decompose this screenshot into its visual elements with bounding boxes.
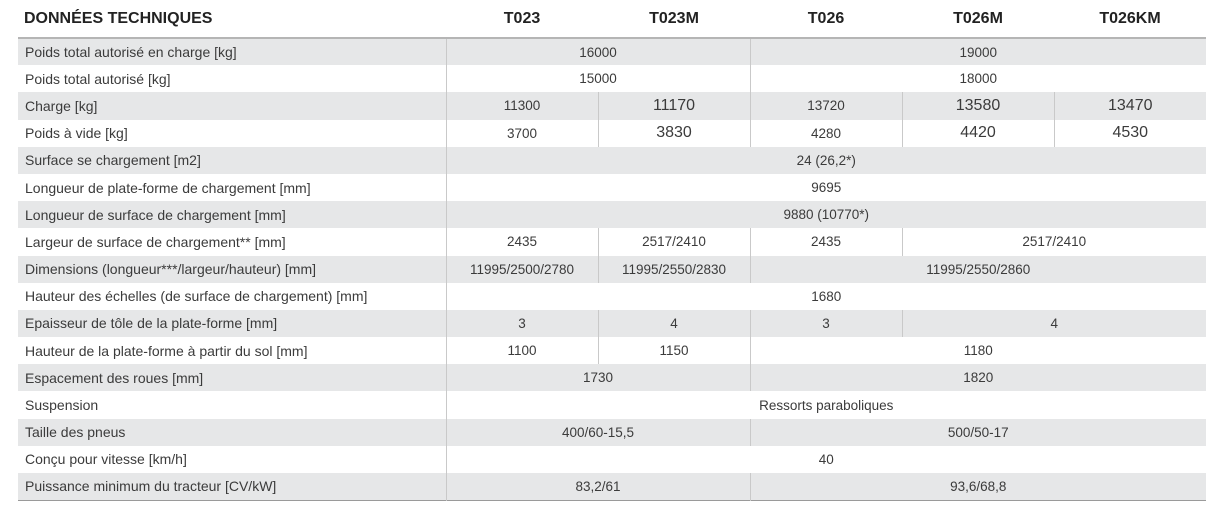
table-row: Poids à vide [kg] 3700 3830 4280 4420 4530 — [18, 119, 1206, 147]
table-row: Puissance minimum du tracteur [CV/kW] 83,… — [18, 473, 1206, 501]
value-cell: 3 — [445, 309, 598, 338]
value-cell: Ressorts paraboliques — [445, 391, 1206, 419]
value-cell: 1820 — [749, 364, 1206, 392]
value-cell: 1150 — [597, 337, 750, 365]
value-cell: 11995/2550/2830 — [597, 255, 750, 283]
value-cell: 400/60-15,5 — [445, 418, 750, 446]
table-row: Longueur de plate-forme de chargement [m… — [18, 173, 1206, 202]
header-row: DONNÉES TECHNIQUES T023 T023M T026 T026M T02… — [18, 0, 1206, 38]
column-header-t026m: T026M — [953, 9, 1003, 27]
table-row: Dimensions (longueur***/largeur/hauteur)… — [18, 255, 1206, 283]
value-cell: 16000 — [445, 38, 750, 66]
value-cell: 19000 — [749, 38, 1206, 66]
table-title: DONNÉES TECHNIQUES — [24, 9, 213, 27]
value-cell: 2435 — [445, 228, 598, 256]
value-cell: 1180 — [749, 337, 1206, 365]
row-label: Surface se chargement [m2] — [25, 152, 201, 169]
value-cell: 1680 — [445, 282, 1206, 310]
technical-data-table-container: DONNÉES TECHNIQUES T023 T023M T026 T026M T02… — [18, 0, 1206, 501]
row-label: Hauteur des échelles (de surface de char… — [25, 288, 368, 305]
row-label: Espacement des roues [mm] — [25, 369, 204, 386]
table-row: Hauteur de la plate-forme à partir du so… — [18, 337, 1206, 365]
value-cell: 11170 — [597, 92, 750, 120]
table-row: Taille des pneus 400/60-15,5 500/50-17 — [18, 418, 1206, 446]
row-label: Suspension — [25, 397, 99, 414]
value-cell: 13580 — [901, 92, 1054, 120]
table-row: Espacement des roues [mm] 1730 1820 — [18, 364, 1206, 392]
value-cell: 11995/2550/2860 — [749, 255, 1206, 283]
value-cell: 13470 — [1053, 92, 1206, 120]
value-cell: 2517/2410 — [901, 228, 1206, 256]
value-cell: 500/50-17 — [749, 418, 1206, 446]
value-cell: 93,6/68,8 — [749, 473, 1206, 501]
row-label: Poids total autorisé en charge [kg] — [25, 44, 237, 61]
row-label: Longueur de surface de chargement [mm] — [25, 206, 286, 223]
row-label: Longueur de plate-forme de chargement [m… — [25, 179, 311, 196]
row-label: Taille des pneus — [25, 424, 126, 441]
table-row: Epaisseur de tôle de la plate-forme [mm]… — [18, 309, 1206, 338]
value-cell: 9880 (10770*) — [445, 201, 1206, 229]
row-label: Largeur de surface de chargement** [mm] — [25, 233, 286, 250]
row-label: Puissance minimum du tracteur [CV/kW] — [25, 478, 277, 495]
row-label: Poids total autorisé [kg] — [25, 70, 171, 87]
table-row: Poids total autorisé [kg] 15000 18000 — [18, 65, 1206, 93]
table-row: Conçu pour vitesse [km/h] 40 — [18, 445, 1206, 473]
value-cell: 2435 — [749, 228, 902, 256]
column-header-t023: T023 — [503, 9, 541, 27]
value-cell: 4530 — [1053, 119, 1206, 147]
value-cell: 2517/2410 — [597, 228, 750, 256]
row-label: Conçu pour vitesse [km/h] — [25, 451, 187, 468]
value-cell: 15000 — [445, 65, 750, 93]
row-label: Epaisseur de tôle de la plate-forme [mm] — [25, 315, 278, 332]
value-cell: 4 — [901, 309, 1206, 338]
value-cell: 4280 — [749, 119, 902, 147]
value-cell: 40 — [445, 445, 1206, 473]
table-row: Hauteur des échelles (de surface de char… — [18, 282, 1206, 310]
value-cell: 3 — [749, 309, 902, 338]
value-cell: 3830 — [597, 119, 750, 147]
row-label: Poids à vide [kg] — [25, 125, 128, 142]
table-body: Poids total autorisé en charge [kg] 16000… — [18, 38, 1206, 501]
column-header-t026km: T026KM — [1099, 9, 1161, 27]
row-label: Hauteur de la plate-forme à partir du so… — [25, 342, 308, 359]
table-row: Charge [kg] 11300 11170 13720 13580 13470 — [18, 92, 1206, 120]
table-row: Largeur de surface de chargement** [mm] 2… — [18, 228, 1206, 256]
row-label: Charge [kg] — [25, 97, 98, 114]
table-row: Surface se chargement [m2] 24 (26,2*) — [18, 146, 1206, 174]
column-header-t026: T026 — [807, 9, 845, 27]
technical-data-table: DONNÉES TECHNIQUES T023 T023M T026 T026M T02… — [18, 0, 1206, 501]
value-cell: 1730 — [445, 364, 750, 392]
value-cell: 24 (26,2*) — [445, 146, 1206, 174]
table-row: Suspension Ressorts paraboliques — [18, 391, 1206, 419]
value-cell: 11995/2500/2780 — [445, 255, 598, 283]
value-cell: 4420 — [901, 119, 1054, 147]
value-cell: 13720 — [749, 92, 902, 120]
value-cell: 9695 — [445, 173, 1206, 202]
column-header-t023m: T023M — [649, 9, 699, 27]
value-cell: 1100 — [445, 337, 598, 365]
value-cell: 4 — [597, 309, 750, 338]
value-cell: 18000 — [749, 65, 1206, 93]
value-cell: 83,2/61 — [445, 473, 750, 501]
value-cell: 11300 — [445, 92, 598, 120]
value-cell: 3700 — [445, 119, 598, 147]
row-label: Dimensions (longueur***/largeur/hauteur)… — [25, 261, 317, 278]
table-row: Longueur de surface de chargement [mm] 98… — [18, 201, 1206, 229]
table-row: Poids total autorisé en charge [kg] 16000… — [18, 38, 1206, 66]
